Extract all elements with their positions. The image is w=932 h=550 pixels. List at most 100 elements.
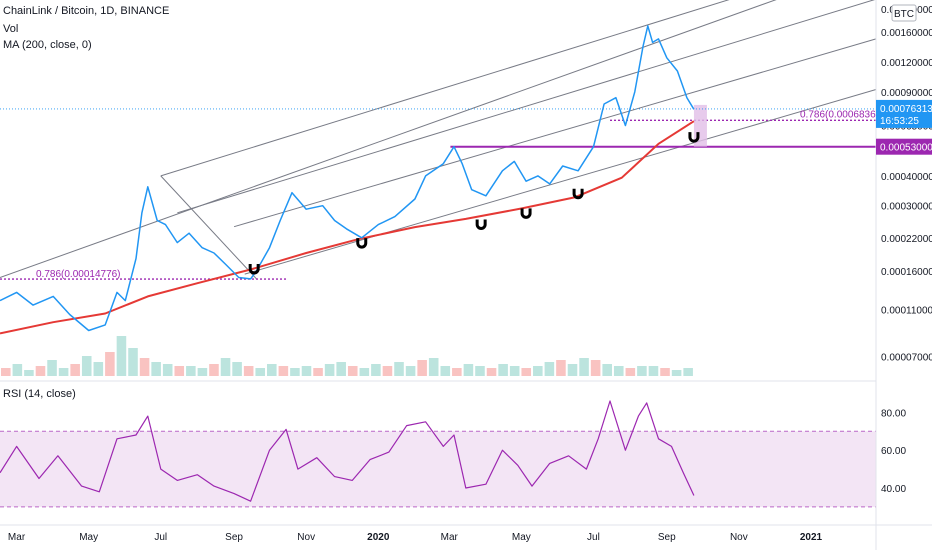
volume-bar	[313, 368, 323, 376]
time-tick: 2020	[367, 532, 390, 543]
volume-bar	[683, 368, 693, 376]
channel-line	[0, 0, 777, 278]
current-price-tag	[876, 99, 932, 128]
time-tick: May	[79, 532, 98, 543]
volume-bar	[255, 368, 266, 376]
volume-bar	[220, 358, 231, 376]
price-tick: 0.00030000	[881, 202, 932, 213]
volume-bar	[81, 356, 92, 376]
volume-bar	[151, 362, 161, 376]
volume-bar	[486, 368, 497, 376]
time-tick: Mar	[8, 532, 26, 543]
channel-line	[160, 0, 730, 177]
price-tick: 0.00160000	[881, 28, 932, 39]
volume-bar	[637, 366, 647, 376]
volume-bar	[579, 358, 589, 376]
volume-bar	[394, 362, 404, 376]
channel-line	[177, 0, 876, 214]
bounce-marker-icon	[356, 238, 368, 249]
volume-bar	[590, 360, 601, 376]
volume-bar	[498, 364, 508, 376]
ma-label: MA (200, close, 0)	[3, 39, 92, 51]
volume-bar	[440, 366, 451, 376]
time-tick: Nov	[297, 532, 315, 543]
time-tick: Jul	[154, 532, 167, 543]
bounce-marker-icon	[572, 188, 584, 200]
price-line	[0, 25, 695, 332]
volume-bar	[174, 366, 185, 376]
support-tag	[876, 138, 932, 155]
rsi-tick: 80.00	[881, 408, 906, 419]
fib-left-label: 0.786(0.00014776)	[36, 269, 121, 280]
bounce-marker-icon	[520, 208, 532, 219]
volume-bar	[105, 352, 115, 376]
volume-bar	[24, 370, 34, 376]
rsi-axis: 80.00 60.00 40.00	[881, 408, 906, 495]
volume-bar	[47, 360, 57, 376]
chart-title: ChainLink / Bitcoin, 1D, BINANCE	[3, 5, 169, 17]
fib-right-label: 0.786(0.00068361)	[800, 109, 885, 120]
time-axis: Mar May Jul Sep Nov 2020 Mar May Jul Sep Nov 2021	[8, 532, 823, 543]
price-tick: 0.00040000	[881, 172, 932, 183]
channel-line	[233, 38, 877, 228]
volume-bar	[1, 368, 11, 376]
volume-bar	[278, 366, 289, 376]
volume-bar	[197, 368, 208, 376]
time-tick: Jul	[587, 532, 600, 543]
volume-bar	[533, 366, 543, 376]
volume-bar	[417, 360, 427, 376]
volume-bar	[521, 368, 532, 376]
price-tick: 0.00011000	[881, 306, 932, 317]
time-tick: Sep	[658, 532, 676, 543]
volume-bar	[567, 364, 578, 376]
volume-bar	[371, 364, 381, 376]
time-tick: Nov	[730, 532, 748, 543]
volume-bar	[359, 368, 370, 376]
currency-badge[interactable]	[891, 4, 917, 22]
price-tick: 0.00120000	[881, 58, 932, 69]
pitchfork-channel	[0, 0, 877, 280]
vol-label: Vol	[3, 23, 18, 35]
volume-bar	[544, 362, 555, 376]
volume-bar	[428, 358, 439, 376]
price-tick: 0.00007000	[881, 353, 932, 364]
volume-bar	[128, 348, 138, 376]
time-tick: 2021	[800, 532, 823, 543]
volume-bar	[613, 366, 624, 376]
volume-bar	[405, 366, 416, 376]
volume-bar	[336, 362, 346, 376]
volume-bar	[12, 364, 23, 376]
rsi-band	[0, 431, 876, 507]
volume-bar	[347, 366, 358, 376]
volume-bar	[509, 366, 520, 376]
volume-bar	[186, 366, 196, 376]
rsi-line	[0, 400, 695, 502]
volume-bar	[116, 336, 127, 376]
rsi-tick: 60.00	[881, 446, 906, 457]
volume-bar	[139, 358, 150, 376]
currency-badge-text: BTC	[894, 9, 914, 20]
volume-bar	[267, 364, 277, 376]
volume-bar	[162, 364, 173, 376]
volume-bar	[382, 366, 393, 376]
volume-bar	[660, 368, 670, 376]
volume-bar	[290, 368, 300, 376]
volume-bar	[243, 366, 254, 376]
volume-bar	[58, 368, 69, 376]
price-series	[0, 25, 695, 332]
support-tag-value: 0.00053000	[880, 143, 932, 154]
time-tick: Sep	[225, 532, 243, 543]
volume-bar	[625, 368, 636, 376]
price-tick: 0.00090000	[881, 88, 932, 99]
volume-bar	[602, 364, 612, 376]
rsi-tick: 40.00	[881, 484, 906, 495]
volume-bar	[475, 366, 485, 376]
volume-bar	[556, 360, 566, 376]
volume-bar	[671, 370, 682, 376]
volume-bar	[301, 366, 312, 376]
bounce-markers	[248, 132, 700, 275]
volume-bar	[93, 362, 104, 376]
channel-line	[160, 175, 257, 280]
